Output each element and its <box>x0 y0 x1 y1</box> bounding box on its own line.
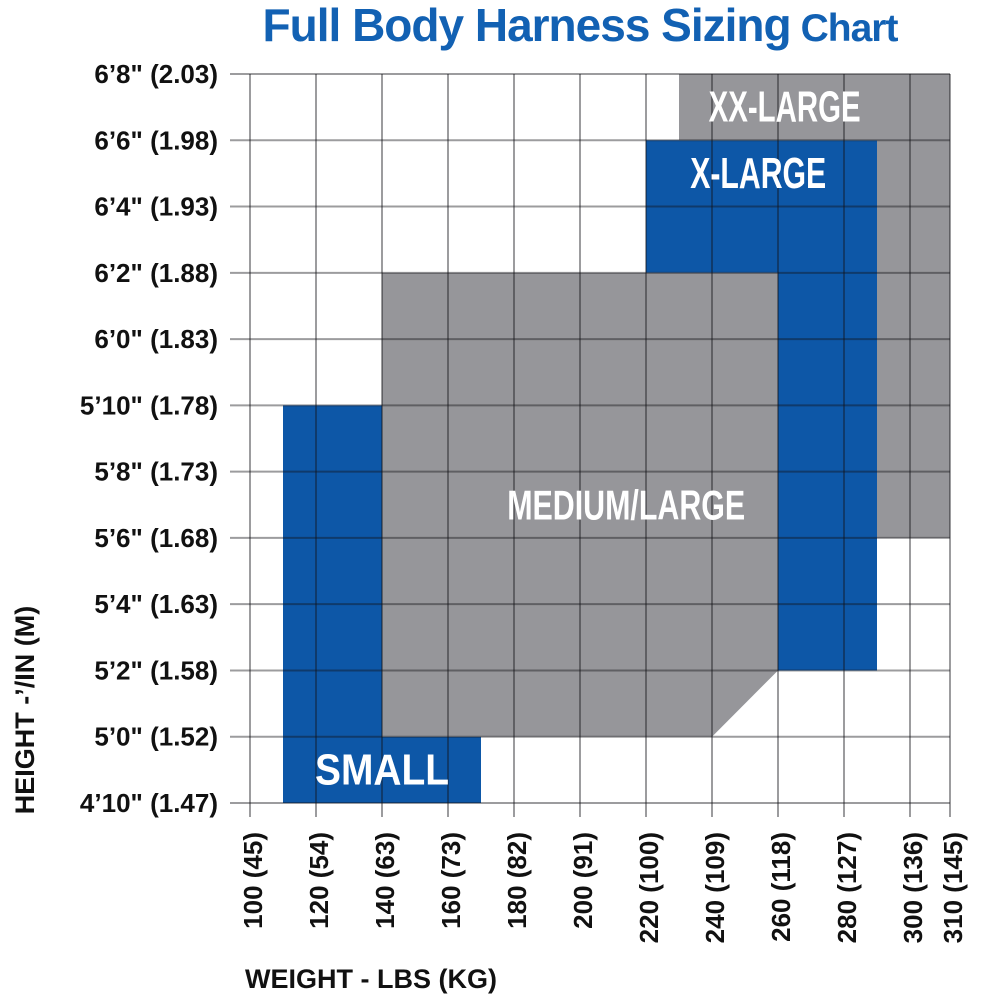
y-axis-title: HEIGHT -’/IN (M) <box>10 606 40 814</box>
region-medium-large <box>382 272 778 737</box>
x-tick-label: 160 (73) <box>436 832 466 929</box>
region-x-large <box>646 140 877 671</box>
region-xx-large <box>679 74 950 538</box>
x-tick-label: 240 (109) <box>700 832 730 943</box>
chart-title-main: Full Body Harness Sizing <box>262 0 792 51</box>
x-tick-label: 280 (127) <box>832 832 862 943</box>
y-tick-label: 4’10" (1.47) <box>80 788 218 818</box>
y-tick-label: 6’8" (2.03) <box>94 59 218 89</box>
x-tick-label: 140 (63) <box>370 832 400 929</box>
y-tick-label: 5’0" (1.52) <box>94 722 218 752</box>
y-tick-label: 6’0" (1.83) <box>94 324 218 354</box>
chart-title: Full Body Harness Sizing Chart <box>150 0 1000 52</box>
x-tick-label: 200 (91) <box>568 832 598 929</box>
y-tick-label: 5’2" (1.58) <box>94 655 218 685</box>
chart-title-suffix: Chart <box>800 7 899 50</box>
x-tick-label: 310 (145) <box>938 832 968 943</box>
x-tick-label: 260 (118) <box>766 832 796 942</box>
y-tick-label: 6’2" (1.88) <box>94 258 218 288</box>
y-tick-label: 5’8" (1.73) <box>94 457 218 487</box>
region-label-medium-large: MEDIUM/LARGE <box>507 481 745 528</box>
y-tick-label: 5’10" (1.78) <box>80 390 218 420</box>
x-axis-title: WEIGHT - LBS (KG) <box>245 964 497 994</box>
region-label-x-large: X-LARGE <box>690 149 826 198</box>
region-label-xx-large: XX-LARGE <box>709 83 861 132</box>
x-tick-label: 220 (100) <box>634 832 664 943</box>
y-tick-label: 5’6" (1.68) <box>94 523 218 553</box>
y-tick-label: 5’4" (1.63) <box>94 589 218 619</box>
x-tick-label: 300 (136) <box>898 832 928 943</box>
region-label-small: SMALL <box>315 745 449 794</box>
x-tick-label: 180 (82) <box>502 832 532 929</box>
y-tick-label: 6’4" (1.93) <box>94 192 218 222</box>
x-tick-label: 120 (54) <box>304 832 334 929</box>
x-tick-label: 100 (45) <box>238 832 268 929</box>
y-tick-label: 6’6" (1.98) <box>94 125 218 155</box>
